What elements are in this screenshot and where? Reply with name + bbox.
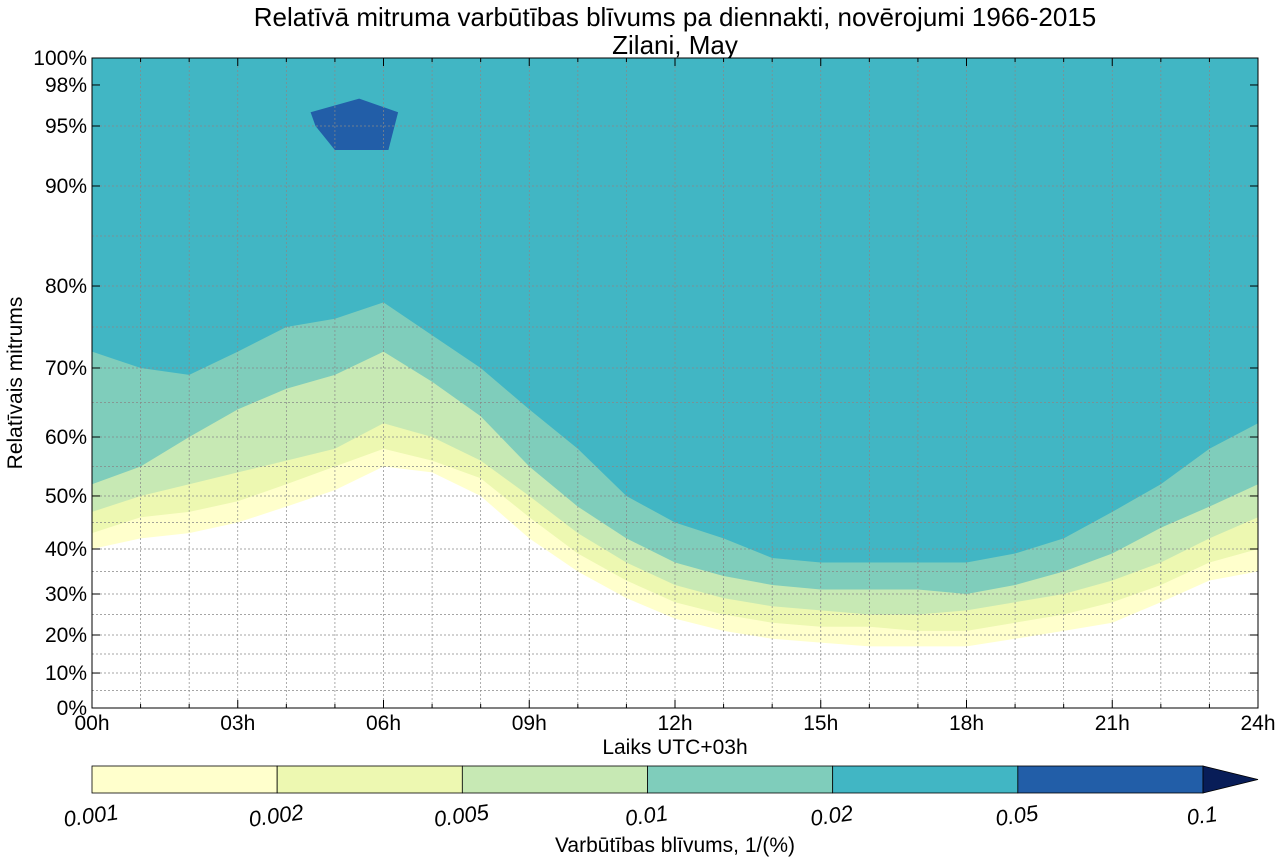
y-tick-label: 30% [45,583,87,606]
colorbar-tick-label: 0.02 [809,800,855,831]
y-tick-label: 40% [45,538,87,561]
y-axis-label: Relatīvais mitrums [4,297,27,470]
y-tick-label: 95% [45,115,87,138]
y-tick-label: 20% [45,624,87,647]
y-tick-label: 60% [45,426,87,449]
colorbar-swatch [276,765,463,794]
x-tick-label: 00h [74,712,109,735]
x-tick-label: 21h [1095,712,1130,735]
x-tick-label: 09h [512,712,547,735]
colorbar: 0.001 0.002 0.005 0.01 0.02 0.05 0.1 [62,765,1259,832]
x-tick-label: 15h [803,712,838,735]
y-tick-label: 80% [45,275,87,298]
chart-subtitle: Zilani, May [612,30,738,60]
colorbar-swatch [647,765,834,794]
colorbar-tick-label: 0.1 [1185,801,1219,830]
y-axis: 0% 10% 20% 30% 40% 50% 60% 70% 80% 90% 95% 98% 100% [33,47,1258,720]
colorbar-tick-label: 0.002 [247,799,305,831]
x-tick-label: 18h [949,712,984,735]
y-tick-label: 90% [45,175,87,198]
chart-title: Relatīvā mitruma varbūtības blīvums pa d… [254,2,1097,32]
colorbar-swatch [1017,765,1204,794]
colorbar-extend-arrow [1202,765,1259,794]
colorbar-tick-label: 0.01 [624,800,670,831]
x-axis-label: Laiks UTC+03h [602,736,747,759]
colorbar-swatch [461,765,648,794]
colorbar-swatch [91,765,278,794]
y-tick-label: 70% [45,357,87,380]
colorbar-tick-label: 0.005 [432,799,491,832]
grid [92,58,1258,708]
colorbar-swatch [832,765,1019,794]
density-region-5 [310,98,399,150]
x-tick-label: 24h [1240,712,1275,735]
colorbar-tick-label: 0.001 [62,799,120,831]
y-tick-label: 10% [45,662,87,685]
colorbar-label: Varbūtības blīvums, 1/(%) [555,834,795,857]
x-tick-label: 06h [366,712,401,735]
plot-area [92,58,1258,708]
y-tick-label: 100% [33,47,87,70]
colorbar-tick-label: 0.05 [994,800,1041,831]
x-tick-label: 03h [220,712,255,735]
x-tick-label: 12h [657,712,692,735]
y-tick-label: 0% [57,697,87,720]
y-tick-label: 50% [45,485,87,508]
y-tick-label: 98% [45,74,87,97]
x-axis: 00h 03h 06h 09h 12h 15h 18h 21h 24h [74,58,1276,735]
